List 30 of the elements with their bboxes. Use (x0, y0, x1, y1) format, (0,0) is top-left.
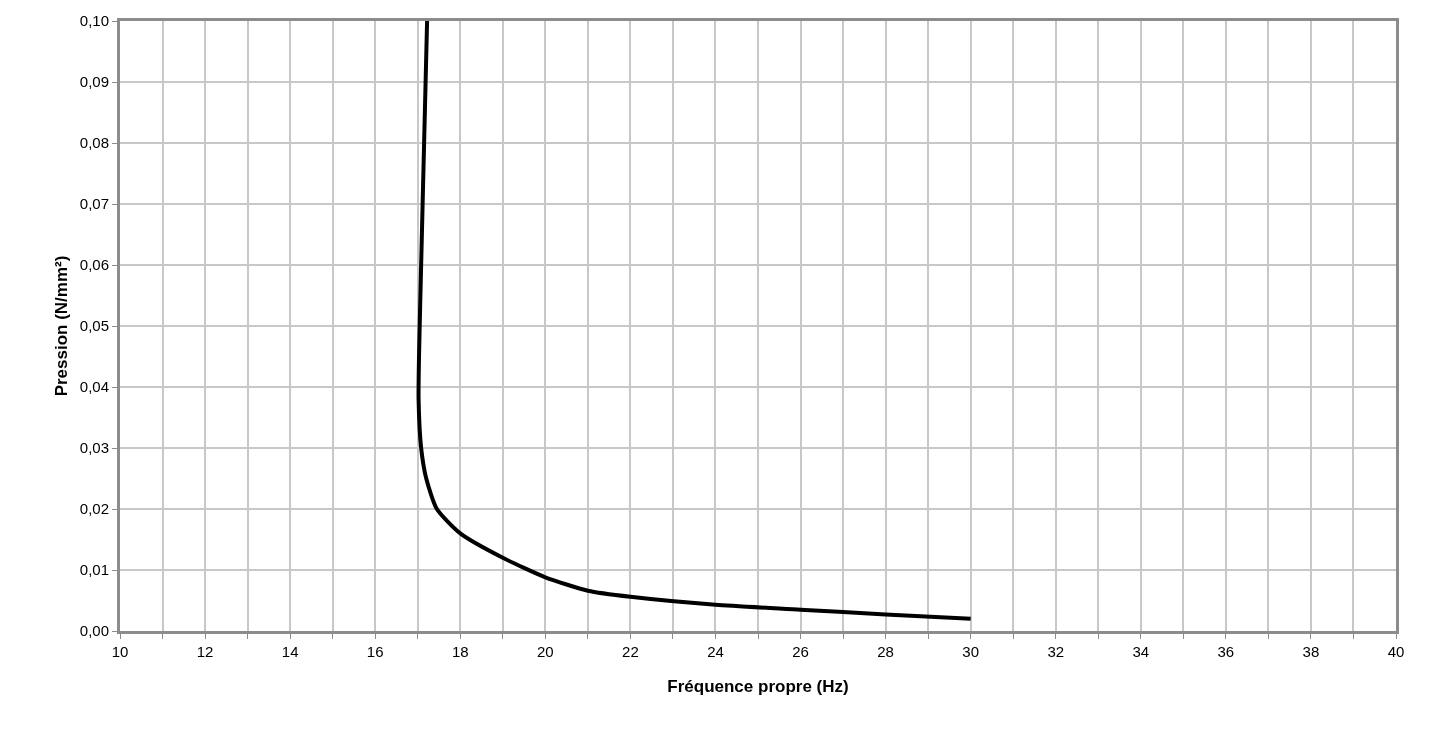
x-tick-label: 16 (366, 643, 384, 660)
x-tick-label: 28 (877, 643, 894, 660)
x-tick-label: 20 (536, 643, 554, 660)
x-tick-label: 36 (1217, 643, 1235, 660)
x-tick-label: 32 (1047, 643, 1065, 660)
y-tick-label: 0,05 (79, 317, 109, 335)
x-tick-label: 10 (111, 643, 129, 660)
y-tick-label: 0,10 (79, 12, 109, 30)
y-tick-label: 0,07 (79, 195, 109, 213)
x-tick-label: 12 (196, 643, 214, 660)
x-tick-label: 24 (707, 643, 724, 660)
x-tick-label: 14 (281, 643, 299, 660)
x-tick-label: 26 (792, 643, 809, 660)
y-tick-label: 0,01 (79, 561, 109, 579)
y-tick-label: 0,02 (79, 500, 109, 518)
y-tick-label: 0,06 (79, 256, 109, 274)
line-series (416, 21, 973, 621)
x-tick-label: 40 (1387, 643, 1405, 660)
y-tick-label: 0,08 (79, 134, 109, 152)
y-tick-label: 0,00 (79, 622, 109, 640)
y-tick-label: 0,03 (79, 439, 109, 457)
x-axis-title: Fréquence propre (Hz) (667, 677, 849, 697)
y-axis-title: Pression (N/mm²) (52, 255, 72, 397)
x-tick-label: 22 (622, 643, 639, 660)
x-tick-label: 30 (962, 643, 980, 660)
x-tick-label: 18 (451, 643, 469, 660)
y-tick-label: 0,04 (79, 378, 109, 396)
x-tick-label: 38 (1302, 643, 1320, 660)
x-tick-label: 34 (1132, 643, 1150, 660)
y-tick-label: 0,09 (79, 73, 109, 91)
